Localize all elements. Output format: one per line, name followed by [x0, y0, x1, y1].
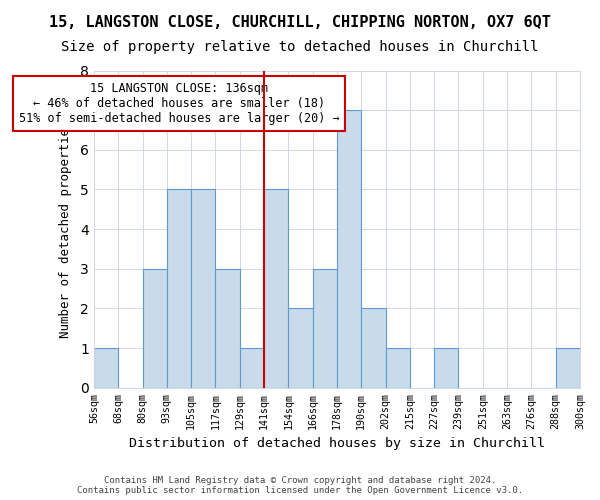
Bar [313, 269, 337, 388]
Bar [337, 110, 361, 388]
Text: 15, LANGSTON CLOSE, CHURCHILL, CHIPPING NORTON, OX7 6QT: 15, LANGSTON CLOSE, CHURCHILL, CHIPPING … [49, 15, 551, 30]
Bar [434, 348, 458, 388]
Bar [386, 348, 410, 388]
Bar [556, 348, 580, 388]
Bar [361, 308, 386, 388]
Bar [289, 308, 313, 388]
Y-axis label: Number of detached properties: Number of detached properties [59, 120, 72, 338]
X-axis label: Distribution of detached houses by size in Churchill: Distribution of detached houses by size … [129, 437, 545, 450]
Text: 15 LANGSTON CLOSE: 136sqm
← 46% of detached houses are smaller (18)
51% of semi-: 15 LANGSTON CLOSE: 136sqm ← 46% of detac… [19, 82, 340, 126]
Text: Contains HM Land Registry data © Crown copyright and database right 2024.
Contai: Contains HM Land Registry data © Crown c… [77, 476, 523, 495]
Bar [167, 190, 191, 388]
Bar [240, 348, 264, 388]
Bar [94, 348, 118, 388]
Bar [215, 269, 240, 388]
Text: Size of property relative to detached houses in Churchill: Size of property relative to detached ho… [61, 40, 539, 54]
Bar [191, 190, 215, 388]
Bar [143, 269, 167, 388]
Bar [264, 190, 289, 388]
